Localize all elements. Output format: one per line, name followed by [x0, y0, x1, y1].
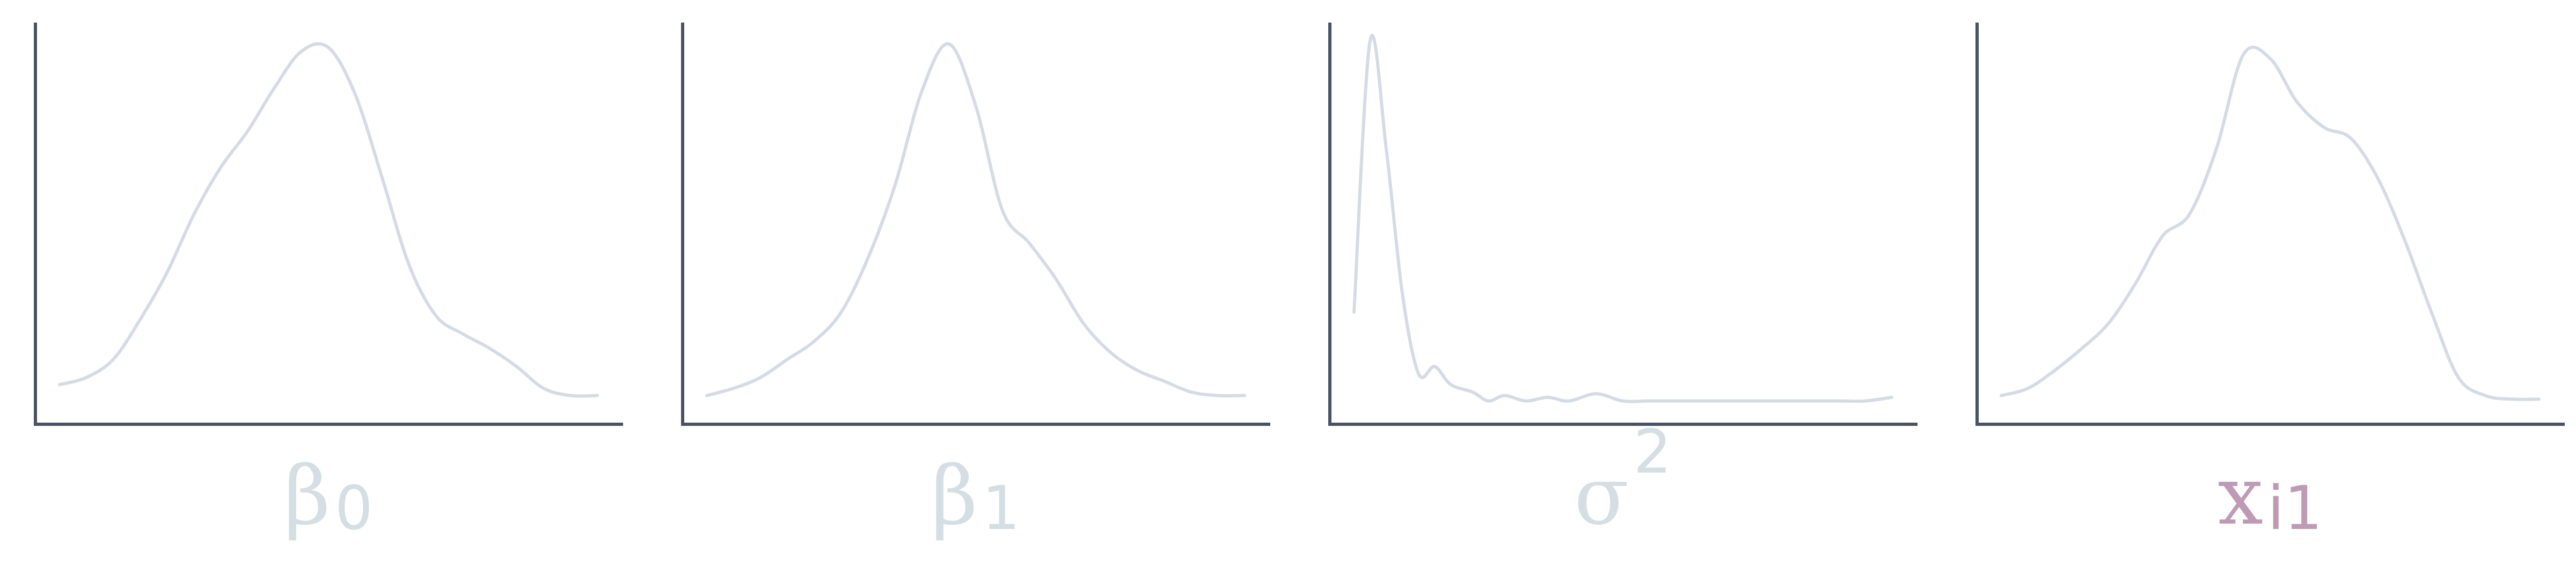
density-curve-beta0	[58, 42, 599, 398]
axis-label-beta1: β1	[931, 450, 1020, 543]
density-curve-sigma2	[1352, 34, 1893, 403]
panel-beta0: β0	[34, 23, 623, 543]
panel-beta1: β1	[681, 23, 1270, 543]
panel-xi1: xi1	[1975, 23, 2565, 543]
density-curve-beta1	[705, 42, 1246, 397]
panel-sigma2: σ2	[1328, 23, 1918, 543]
axis-label-xi1: xi1	[2218, 450, 2323, 543]
axis-label-sigma2: σ2	[1574, 417, 1672, 543]
density-curve-xi1	[2000, 46, 2541, 401]
axis-label-beta0: β0	[284, 450, 373, 543]
